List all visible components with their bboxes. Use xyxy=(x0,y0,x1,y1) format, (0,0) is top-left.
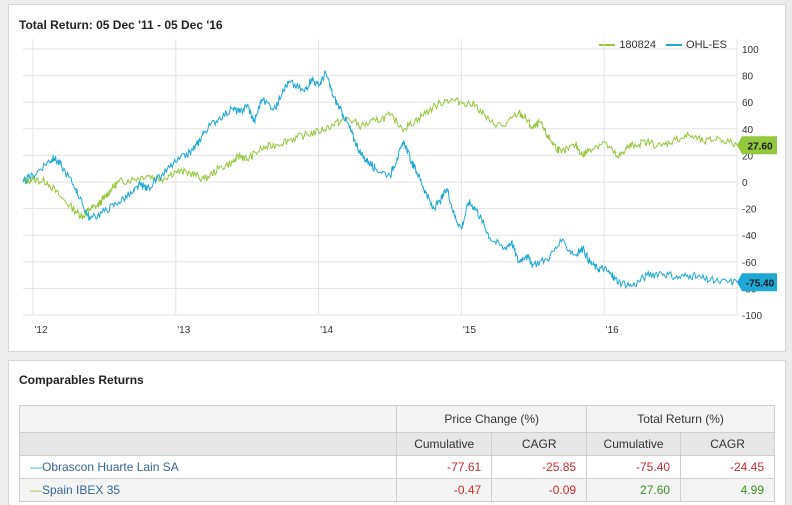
legend-swatch-green xyxy=(599,44,616,46)
series-dash-blue: — xyxy=(30,460,42,474)
header-blank xyxy=(18,405,398,433)
legend-item-180824[interactable]: 180824 xyxy=(599,39,656,51)
y-tick-label: 0 xyxy=(742,178,748,189)
total-cumulative: 27.60 xyxy=(586,478,682,502)
y-tick-label: 60 xyxy=(742,98,754,109)
chart-legend: 180824 OHL-ES xyxy=(599,39,727,51)
y-tick-label: 80 xyxy=(742,72,754,83)
price-cagr: -0.09 xyxy=(491,478,588,502)
table-row: —Spain IBEX 35 -0.47 -0.09 27.60 4.99 xyxy=(18,478,775,502)
legend-swatch-blue xyxy=(666,44,683,46)
y-tick-label: -20 xyxy=(742,205,757,216)
row-name: Obrascon Huarte Lain SA xyxy=(42,460,179,474)
y-tick-label: -40 xyxy=(742,231,757,242)
x-tick-label: '15 xyxy=(463,325,476,336)
y-tick-label: 100 xyxy=(742,45,759,56)
price-cagr: -25.85 xyxy=(491,455,588,479)
subheader-total-cagr: CAGR xyxy=(680,432,775,456)
subheader-blank xyxy=(18,432,398,456)
legend-item-ohl[interactable]: OHL-ES xyxy=(666,39,727,51)
comparables-title: Comparables Returns xyxy=(19,373,144,387)
y-tick-label: -60 xyxy=(742,258,757,269)
total-cagr: -24.45 xyxy=(680,455,775,479)
line-chart: 100806040200-20-40-60-80-100'12'13'14'15… xyxy=(22,39,777,336)
header-price-change: Price Change (%) xyxy=(396,405,588,433)
subheader-price-cumulative: Cumulative xyxy=(396,432,493,456)
series-dash-green: — xyxy=(30,483,42,497)
x-tick-label: '16 xyxy=(606,325,619,336)
x-tick-label: '14 xyxy=(320,325,333,336)
y-tick-label: 20 xyxy=(742,151,754,162)
total-cumulative: -75.40 xyxy=(586,455,682,479)
end-label-text: 27.60 xyxy=(747,141,772,152)
end-label-badge xyxy=(737,273,777,292)
chart-title: Total Return: 05 Dec '11 - 05 Dec '16 xyxy=(19,18,223,32)
subheader-total-cumulative: Cumulative xyxy=(586,432,682,456)
comparables-panel: Comparables Returns Price Change (%) Tot… xyxy=(8,360,786,505)
subheader-price-cagr: CAGR xyxy=(491,432,588,456)
table-sub-header-row: Cumulative CAGR Cumulative CAGR xyxy=(18,432,775,456)
y-tick-label: 40 xyxy=(742,125,754,136)
chart-panel: Total Return: 05 Dec '11 - 05 Dec '16 18… xyxy=(8,4,786,352)
end-label-badge xyxy=(737,136,777,155)
series-line-180824 xyxy=(22,97,738,220)
row-name: Spain IBEX 35 xyxy=(42,483,121,497)
price-cumulative: -0.47 xyxy=(396,478,493,502)
x-tick-label: '13 xyxy=(177,325,190,336)
table-group-header-row: Price Change (%) Total Return (%) xyxy=(18,405,775,433)
table-row: —Obrascon Huarte Lain SA -77.61 -25.85 -… xyxy=(18,455,775,479)
end-label-text: -75.40 xyxy=(746,278,775,289)
x-tick-label: '12 xyxy=(34,325,47,336)
total-cagr: 4.99 xyxy=(680,478,775,502)
row-name-cell[interactable]: —Obrascon Huarte Lain SA xyxy=(18,455,398,479)
legend-label-ohl: OHL-ES xyxy=(686,39,727,51)
price-cumulative: -77.61 xyxy=(396,455,493,479)
y-tick-label: -100 xyxy=(742,311,762,322)
header-total-return: Total Return (%) xyxy=(586,405,775,433)
legend-label-180824: 180824 xyxy=(619,39,657,51)
series-line-ohl xyxy=(22,70,738,289)
row-name-cell[interactable]: —Spain IBEX 35 xyxy=(18,478,398,502)
comparables-table: Price Change (%) Total Return (%) Cumula… xyxy=(18,405,775,502)
